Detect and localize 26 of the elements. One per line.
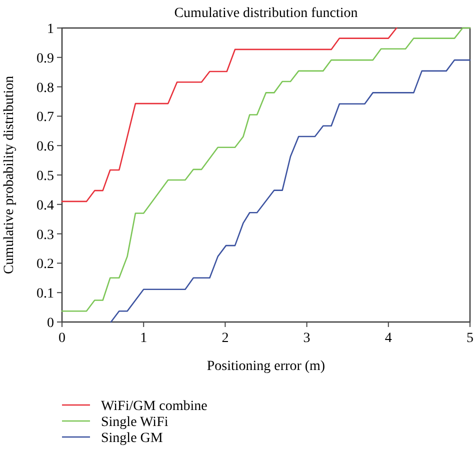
- x-tick-label: 2: [222, 331, 229, 346]
- y-tick-label: 0.5: [36, 169, 54, 184]
- x-axis-title: Positioning error (m): [206, 359, 326, 374]
- x-tick-label: 3: [303, 331, 310, 346]
- x-tick-label: 5: [466, 331, 474, 346]
- y-tick-label: 0.7: [36, 110, 54, 126]
- y-tick-label: 0.3: [36, 228, 54, 243]
- line-series: [110, 59, 471, 323]
- y-tick-label: 0.6: [36, 140, 54, 155]
- x-tick-label: 1: [140, 331, 148, 346]
- chart-title: Cumulative distribution function: [174, 6, 358, 21]
- x-tick-label: 4: [384, 331, 392, 346]
- legend-label: WiFi/GM combine: [101, 399, 208, 414]
- y-tick-label: 0.8: [36, 80, 54, 96]
- legend-label: Single GM: [101, 431, 164, 446]
- line-series: [61, 27, 471, 312]
- y-tick-label: 0.9: [36, 51, 54, 66]
- line-series: [61, 27, 398, 202]
- legend-label: Single WiFi: [101, 415, 168, 430]
- y-tick-label: 1: [47, 22, 54, 37]
- x-tick-label: 0: [58, 331, 66, 346]
- y-axis-title: Cumulative probability distribution: [2, 76, 17, 274]
- y-tick-label: 0.4: [36, 198, 54, 214]
- y-tick-label: 0.1: [36, 286, 54, 302]
- y-tick-label: 0: [47, 316, 54, 331]
- y-tick-label: 0.2: [36, 257, 54, 272]
